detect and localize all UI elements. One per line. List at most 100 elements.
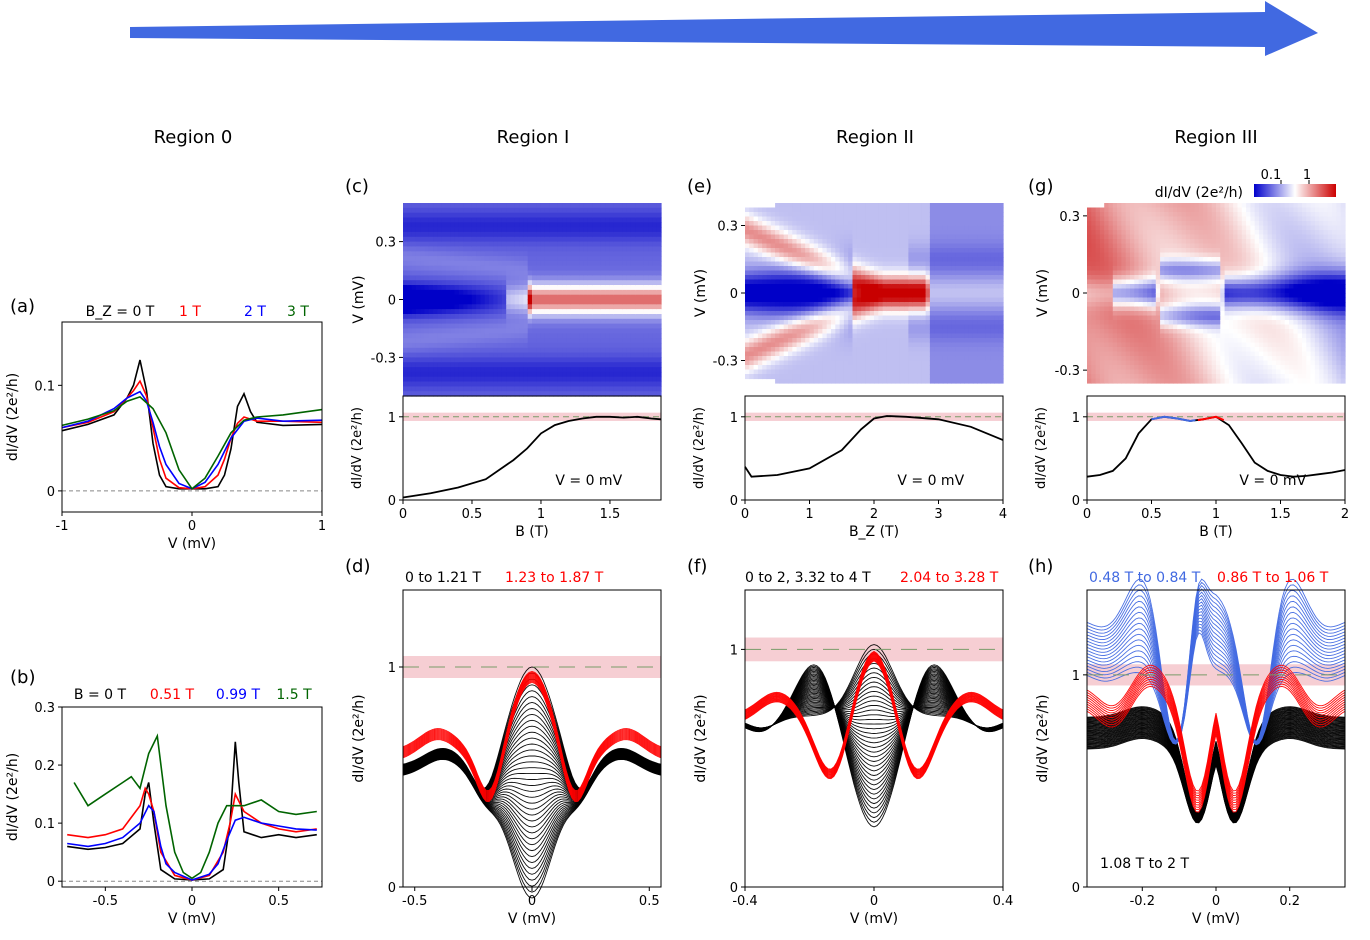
panel-c-heatmap-cell [575,217,580,223]
panel-c-heatmap-cell [626,304,632,310]
panel-c-heatmap-cell [592,207,598,214]
panel-e-heatmap-cell [766,360,772,366]
region-2-title: Region II [836,127,914,148]
panel-e-heatmap-cell [818,369,823,375]
panel-e-heatmap-cell [895,311,901,317]
panel-c-heatmap-cell [497,251,503,257]
panel-e-heatmap-cell [865,374,871,380]
panel-c-heatmap-cell [523,227,529,233]
panel-c-heatmap-cell [441,207,447,214]
panel-e-heatmap-cell [878,293,884,299]
panel-c-heatmap-cell [626,367,632,373]
panel-e-heatmap-cell [925,284,931,290]
panel-e-heatmap-cell [886,248,892,254]
panel-c-heatmap-cell [618,381,623,387]
panel-c-heatmap-cell [648,289,653,296]
panel-e-heatmap-cell [994,320,1000,326]
panel-c-heatmap-cell [428,227,434,233]
panel-e-heatmap-cell [899,378,905,384]
panel-e-heatmap-cell [998,234,1004,240]
panel-e-heatmap-cell [874,342,879,348]
panel-c-heatmap-cell [652,357,658,363]
panel-e-heatmap-cell [942,261,948,267]
panel-e-heatmap-cell [891,351,897,357]
panel-c-heatmap-cell [476,323,481,329]
panel-e-heatmap-cell [852,275,858,281]
panel-c-heatmap-cell [514,386,520,392]
panel-e-heatmap-cell [753,360,759,366]
panel-c-heatmap-cell [652,251,658,257]
panel-e-heatmap-cell [869,270,875,276]
panel-c-heatmap-cell [613,280,619,286]
panel-c-heatmap-cell [613,314,619,320]
panel-e-heatmap-cell [745,360,750,366]
panel-c-heatmap-cell [467,227,473,233]
panel-c-heatmap-cell [510,236,516,243]
panel-e-heatmap-cell [934,320,940,326]
panel-e-heatmap-cell [874,230,879,236]
panel-c-heatmap-cell [493,217,499,223]
panel-c-heatmap-cell [600,376,606,383]
panel-e-heatmap-cell [938,279,944,285]
panel-e-heatmap-cell [865,261,871,267]
panel-c-heatmap-cell [626,280,632,286]
panel-e-heatmap-cell [766,284,772,290]
panel-e-heatmap-cell [770,311,776,317]
panel-e-heatmap-cell [848,279,854,285]
panel-e-heatmap-cell [757,311,763,317]
panel-c-heatmap-cell [618,323,623,329]
panel-e-heatmap-cell [917,261,922,267]
panel-e-heatmap-cell [757,257,763,263]
panel-c-heatmap-cell [562,231,567,238]
panel-c-heatmap-cell [480,231,486,238]
panel-c-heatmap-cell [467,203,473,209]
panel-c-heatmap-cell [639,231,645,238]
panel-e-heatmap-cell [779,360,785,366]
panel-e-heatmap-cell [783,203,789,209]
panel-c-heatmap-cell [407,256,413,262]
panel-e-heatmap-cell [977,203,983,209]
panel-e-heatmap-cell [990,270,995,276]
panel-c-heatmap-cell [446,289,451,296]
panel-e-heatmap-cell [766,270,772,276]
panel-c-heatmap-cell [420,381,426,387]
panel-c-heatmap-cell [497,260,503,267]
panel-c-heatmap-cell [441,314,447,320]
panel-g-heatmap-cell [1095,374,1101,380]
panel-e-heatmap-cell [869,279,875,285]
panel-g-heatmap: -0.300.3V (mV) [1035,203,1346,384]
panel-e-heatmap-cell [762,342,768,348]
panel-e-heatmap-cell [745,257,750,263]
panel-c-heatmap-cell [420,333,426,339]
panel-c-heatmap-cell [643,314,649,320]
panel-e-heatmap-cell [886,230,892,236]
panel-c-heatmap-cell [605,309,610,315]
panel-c-heatmap-cell [497,217,503,223]
panel-c-heatmap-cell [639,386,645,392]
panel-c-heatmap-cell [618,241,623,247]
panel-c-heatmap-cell [437,289,443,296]
panel-e-heatmap-cell [972,257,978,263]
panel-c-heatmap-cell [613,222,619,228]
panel-e-heatmap-cell [788,216,793,222]
panel-c-heatmap-cell [428,299,434,305]
panel-e-heatmap-cell [925,324,931,330]
panel-e-heatmap-cell [749,207,755,213]
panel-c-heatmap-cell [407,371,413,378]
panel-e-heatmap-cell [792,225,798,231]
panel-e-heatmap-cell [843,365,849,371]
panel-c-heatmap-cell [635,304,641,310]
panel-g-heatmap-cell [1095,333,1101,339]
panel-c-heatmap-cell [420,246,426,252]
panel-e-heatmap-cell [770,315,776,321]
panel-c-heatmap-cell [618,260,623,267]
panel-e-heatmap-cell [917,221,922,227]
panel-c-heatmap-cell [467,241,473,247]
panel-c-heatmap-cell [454,323,460,329]
panel-e-heatmap-cell [775,374,780,380]
panel-c-heatmap-cell [596,357,602,363]
panel-c-heatmap-cell [424,270,430,276]
panel-g-heatmap-cell [1091,207,1097,213]
panel-c-heatmap-cell [656,362,662,368]
panel-e-heatmap-cell [835,207,841,213]
